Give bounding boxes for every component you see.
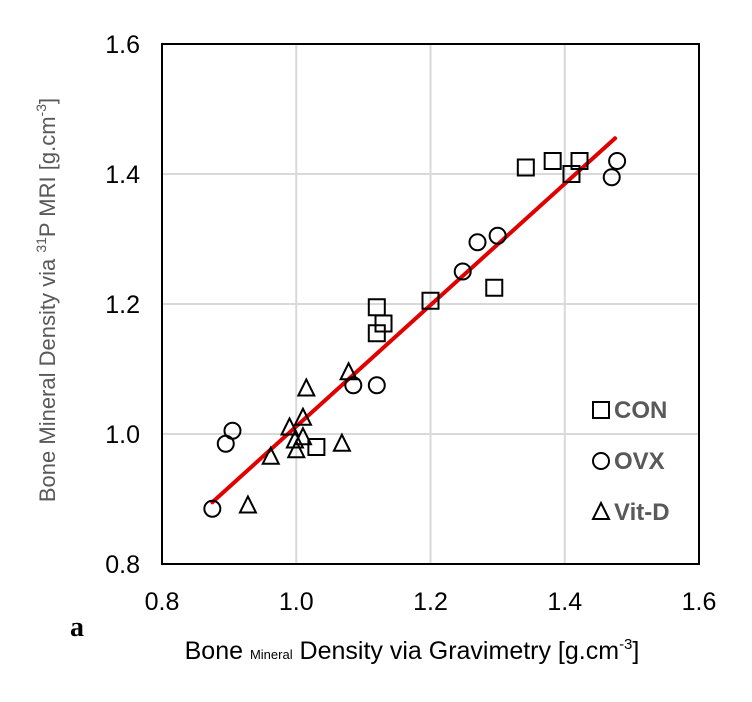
data-point-vit-d xyxy=(338,361,359,381)
data-point-vit-d xyxy=(261,445,281,465)
data-point-vit-d xyxy=(279,416,300,436)
data-point-vit-d xyxy=(293,426,313,446)
legend: CON OVX Vit-D xyxy=(591,397,670,526)
data-point-con xyxy=(516,158,535,177)
data-point-con xyxy=(367,298,386,317)
data-point-vit-d xyxy=(293,406,313,426)
legend-label-vit-d: Vit-D xyxy=(614,499,670,526)
data-point-ovx xyxy=(367,376,386,395)
data-point-ovx xyxy=(453,262,472,281)
data-point-ovx xyxy=(602,168,621,187)
data-point-vit-d xyxy=(285,429,305,449)
x-tick-label: 1.6 xyxy=(682,588,717,616)
legend-label-con: CON xyxy=(614,397,667,424)
y-tick-label: 1.0 xyxy=(105,421,140,449)
data-point-ovx xyxy=(203,499,222,518)
y-axis-label: Bone Mineral Density via 31P MRI [g.cm-3… xyxy=(33,98,60,502)
data-point-con xyxy=(562,165,581,183)
regression-fit-line-group xyxy=(210,136,618,505)
data-point-ovx xyxy=(216,434,235,453)
data-point-con xyxy=(367,324,386,343)
data-point-vit-d xyxy=(238,494,258,514)
x-tick-label: 1.2 xyxy=(413,588,448,616)
legend-marker-ovx xyxy=(592,452,610,470)
y-tick-label: 1.4 xyxy=(105,161,140,189)
data-point-vit-d xyxy=(286,439,306,459)
data-point-con xyxy=(421,291,440,310)
y-tick-label: 1.6 xyxy=(105,31,140,59)
data-point-ovx xyxy=(344,376,363,395)
panel-label: a xyxy=(70,612,84,643)
data-point-vit-d xyxy=(296,377,316,397)
data-point-con xyxy=(543,152,562,170)
plot-area-frame xyxy=(161,43,700,565)
x-axis-label: Bone Mineral Density via Gravimetry [g.c… xyxy=(185,636,640,665)
data-point-con xyxy=(374,314,393,333)
y-tick-label: 1.2 xyxy=(105,291,140,319)
y-tick-labels: 0.8 1.0 1.2 1.4 1.6 xyxy=(105,31,140,579)
data-point-ovx xyxy=(488,226,507,245)
legend-label-ovx: OVX xyxy=(614,448,665,475)
x-tick-label: 1.4 xyxy=(547,588,582,616)
legend-marker-vit-d xyxy=(591,500,611,520)
data-point-ovx xyxy=(468,233,487,252)
y-tick-label: 0.8 xyxy=(105,551,140,579)
data-points xyxy=(203,152,627,518)
data-point-con xyxy=(485,278,504,297)
legend-marker-con xyxy=(592,401,610,419)
data-point-ovx xyxy=(608,152,627,170)
x-tick-label: 0.8 xyxy=(145,588,180,616)
data-point-vit-d xyxy=(332,432,352,452)
x-tick-label: 1.0 xyxy=(279,588,314,616)
regression-fit-line xyxy=(210,136,618,505)
x-tick-labels: 0.8 1.0 1.2 1.4 1.6 xyxy=(145,588,717,616)
data-point-con xyxy=(307,438,326,456)
